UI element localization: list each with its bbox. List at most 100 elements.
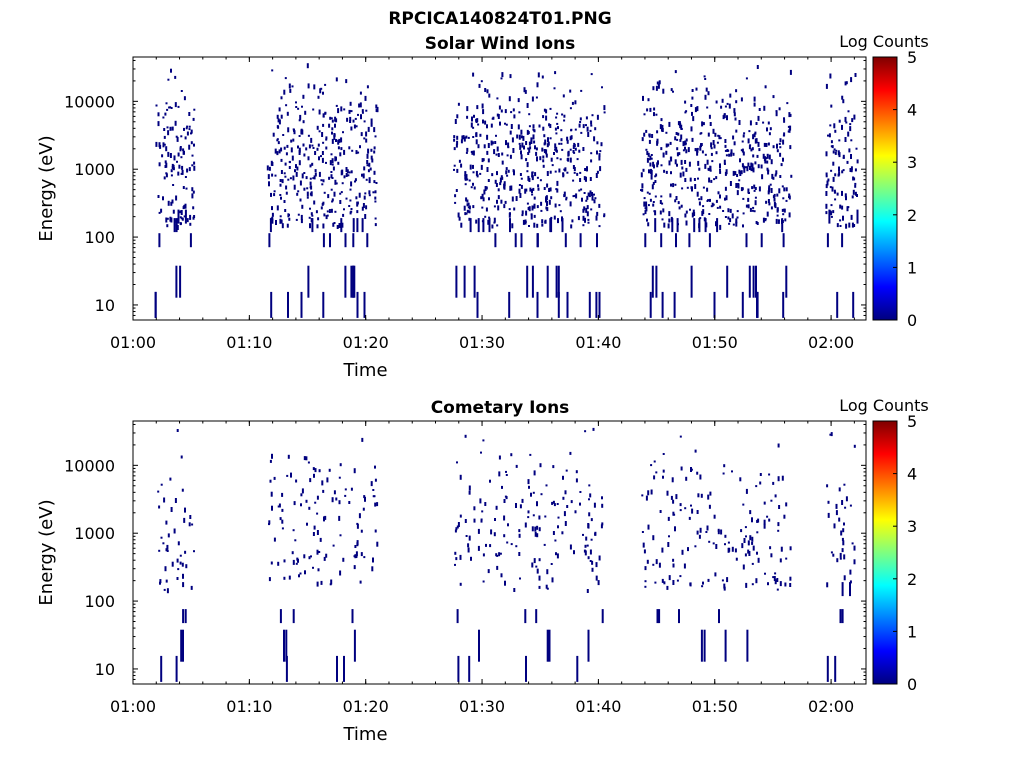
data-cell	[834, 173, 837, 177]
data-cell	[552, 465, 555, 469]
data-cell	[681, 166, 684, 170]
data-cell	[662, 88, 665, 94]
data-cell	[345, 197, 348, 200]
data-cell	[668, 535, 670, 538]
data-cell	[336, 225, 339, 229]
data-cell	[179, 146, 182, 150]
data-cell	[296, 557, 299, 561]
data-cell	[496, 97, 499, 100]
data-cell	[574, 100, 577, 105]
data-cell	[748, 145, 751, 150]
data-cell	[329, 160, 332, 166]
data-cell	[343, 208, 345, 211]
data-cell	[674, 136, 677, 141]
data-cell	[276, 205, 279, 211]
data-cell	[590, 152, 593, 155]
data-cell	[471, 150, 474, 155]
data-cell	[716, 206, 719, 209]
data-cell	[754, 200, 757, 206]
data-cell	[515, 545, 518, 548]
data-cell	[650, 464, 653, 467]
data-cell	[368, 194, 371, 197]
data-cell	[788, 212, 791, 218]
y-axis-label: Energy (eV)	[36, 499, 57, 605]
data-cell	[468, 217, 471, 221]
data-cell	[648, 192, 651, 195]
data-cell	[464, 183, 467, 186]
data-cell	[752, 545, 755, 551]
data-cell	[642, 95, 644, 101]
data-cell	[167, 200, 170, 206]
data-cell	[487, 569, 490, 574]
data-cell	[484, 120, 487, 125]
data-cell	[552, 500, 555, 504]
data-cell	[731, 546, 734, 552]
data-cell	[309, 164, 312, 168]
data-cell	[275, 220, 277, 225]
data-cell	[830, 104, 833, 108]
data-cell	[600, 142, 603, 147]
data-cell	[455, 527, 458, 531]
data-cell	[330, 117, 333, 120]
data-cell	[853, 545, 856, 551]
data-cell	[511, 137, 514, 143]
data-cell	[283, 200, 286, 203]
data-cell	[349, 211, 352, 215]
data-cell	[765, 200, 768, 204]
data-cell	[708, 504, 711, 509]
data-cell	[727, 149, 730, 152]
data-cell	[496, 113, 499, 117]
data-cell	[473, 186, 476, 190]
data-cell	[363, 137, 366, 140]
data-cell	[500, 175, 503, 178]
data-cell	[335, 182, 338, 185]
data-cell	[301, 105, 303, 108]
data-cell	[603, 105, 606, 111]
data-cell	[757, 557, 760, 563]
data-cell	[825, 151, 828, 157]
data-cell	[699, 474, 702, 480]
data-cell	[574, 128, 577, 131]
data-cell	[160, 536, 163, 539]
data-cell	[697, 493, 700, 498]
data-cell	[692, 116, 695, 122]
data-cell	[340, 191, 343, 194]
data-cell	[190, 132, 192, 135]
data-cell	[721, 579, 724, 582]
data-cell	[642, 168, 645, 172]
data-cell	[158, 211, 161, 214]
data-cell	[163, 588, 166, 591]
data-cell	[273, 193, 276, 197]
data-cell	[789, 583, 792, 587]
data-cell	[679, 509, 682, 512]
data-cell	[750, 168, 753, 172]
data-cell	[596, 150, 598, 155]
data-cell	[520, 177, 523, 180]
data-cell	[767, 199, 770, 203]
data-cell	[318, 156, 320, 161]
data-cell	[651, 184, 654, 190]
data-cell	[672, 558, 675, 562]
data-cell	[356, 201, 359, 205]
data-cell	[177, 171, 180, 176]
data-cell	[841, 124, 843, 130]
data-cell	[753, 102, 756, 107]
data-cell	[778, 142, 781, 145]
data-cell	[701, 585, 704, 588]
data-cell	[748, 192, 750, 194]
data-cell	[319, 537, 322, 542]
data-cell	[174, 498, 177, 503]
data-cell	[531, 189, 533, 193]
data-cell	[776, 588, 779, 591]
data-cell	[748, 265, 751, 298]
data-cell	[595, 173, 598, 178]
data-cell	[281, 492, 284, 497]
y-tick-label: 10000	[64, 92, 115, 111]
data-cell	[743, 538, 746, 543]
x-tick-label: 01:10	[226, 333, 272, 352]
data-cell	[715, 544, 718, 549]
data-cell	[483, 189, 486, 195]
data-cell	[563, 194, 566, 198]
data-cell	[455, 189, 458, 192]
data-cell	[493, 532, 496, 537]
